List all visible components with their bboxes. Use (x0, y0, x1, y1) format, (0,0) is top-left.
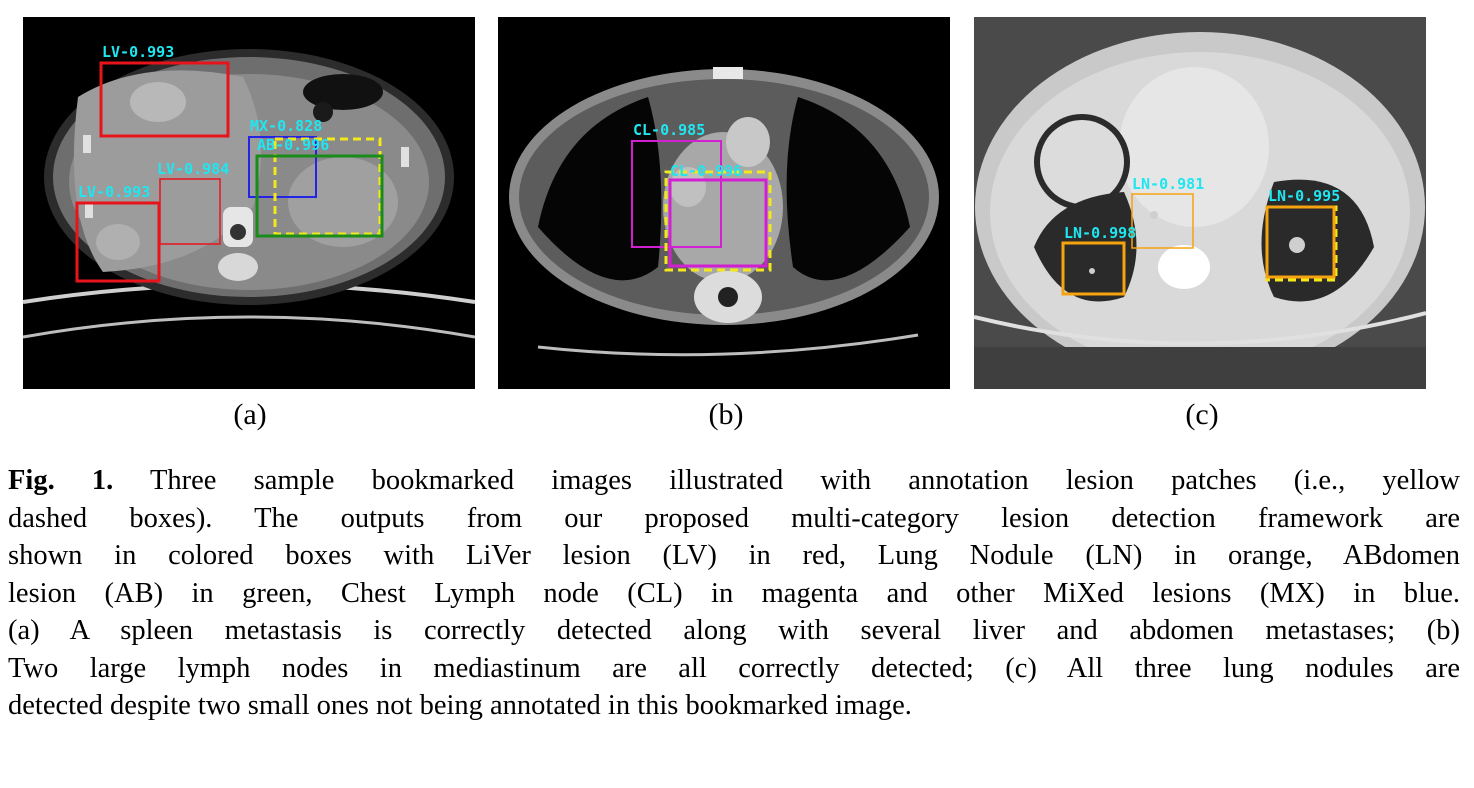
detection-label-lv-3: LV-0.993 (78, 183, 150, 201)
detection-box-cl-2 (668, 178, 768, 268)
subfigure-label-c: (c) (1185, 398, 1219, 431)
detection-box-ln-1 (1131, 193, 1194, 249)
detection-label-ln-2: LN-0.995 (1268, 187, 1340, 205)
detection-label-cl-1: CL-0.985 (633, 121, 705, 139)
figure-caption: Fig. 1. Three sample bookmarked images i… (8, 462, 1460, 725)
detection-box-cl-1 (631, 140, 722, 248)
ct-scan-chest-lung: LN-0.981 LN-0.995 LN-0.998 (974, 17, 1426, 389)
detection-box-ab (255, 154, 384, 238)
detection-box-lv-1 (99, 61, 230, 138)
detection-label-ln-3: LN-0.998 (1064, 224, 1136, 242)
detection-label-ln-1: LN-0.981 (1132, 175, 1204, 193)
ct-scan-abdomen: LV-0.993 MX-0.828 AB-0.996 LV-0.984 LV-0… (23, 17, 475, 389)
vertebra (1158, 245, 1210, 289)
lung-right (538, 97, 662, 281)
caption-text-1: Three sample bookmarked images illustrat… (113, 465, 1461, 496)
ct-scan-chest-mediastinal: CL-0.985 CL-0.996 (498, 17, 950, 389)
lung-left (1261, 179, 1374, 302)
annotation-box-a (273, 137, 382, 236)
sternum (713, 67, 743, 79)
caption-figure-number: Fig. 1. (8, 465, 114, 496)
detection-box-ln-3 (1061, 241, 1126, 296)
scanner-table-arc-lower (23, 315, 475, 339)
scanner-table-arc (974, 311, 1426, 346)
detection-label-lv-2: LV-0.984 (157, 160, 229, 178)
detection-label-lv-1: LV-0.993 (102, 43, 174, 61)
caption-line-1: Fig. 1. Three sample bookmarked images i… (8, 462, 1460, 500)
caption-line-5: (a) A spleen metastasis is correctly det… (8, 615, 1460, 646)
ct-image-panel-b: CL-0.985 CL-0.996 (498, 17, 950, 389)
caption-line-2: dashed boxes). The outputs from our prop… (8, 502, 1460, 534)
annotation-box-b (664, 170, 772, 272)
ct-image-panel-c: LN-0.981 LN-0.995 LN-0.998 (974, 17, 1426, 389)
subfigure-label-a: (a) (233, 398, 267, 431)
subfigure-label-b: (b) (708, 398, 744, 431)
detection-box-lv-3 (75, 201, 161, 283)
detection-label-cl-2: CL-0.996 (670, 162, 742, 180)
caption-line-6: Two large lymph nodes in mediastinum are… (8, 652, 1460, 684)
ct-image-panel-a: LV-0.993 MX-0.828 AB-0.996 LV-0.984 LV-0… (23, 17, 475, 389)
caption-line-7: detected despite two small ones not bein… (8, 690, 912, 721)
detection-label-mx: MX-0.828 (250, 117, 322, 135)
caption-line-4: lesion (AB) in green, Chest Lymph node (… (8, 577, 1460, 609)
detection-label-ab: AB-0.996 (257, 136, 329, 154)
detection-box-mx (248, 136, 317, 198)
detection-box-ln-2 (1265, 205, 1336, 279)
lung-right (1034, 192, 1137, 302)
lung-left (786, 97, 910, 281)
liver (73, 70, 261, 272)
caption-line-3: shown in colored boxes with LiVer lesion… (8, 540, 1460, 571)
scanner-table-arc (537, 333, 919, 357)
heart (1119, 67, 1269, 227)
lung-nodule (1289, 237, 1305, 253)
